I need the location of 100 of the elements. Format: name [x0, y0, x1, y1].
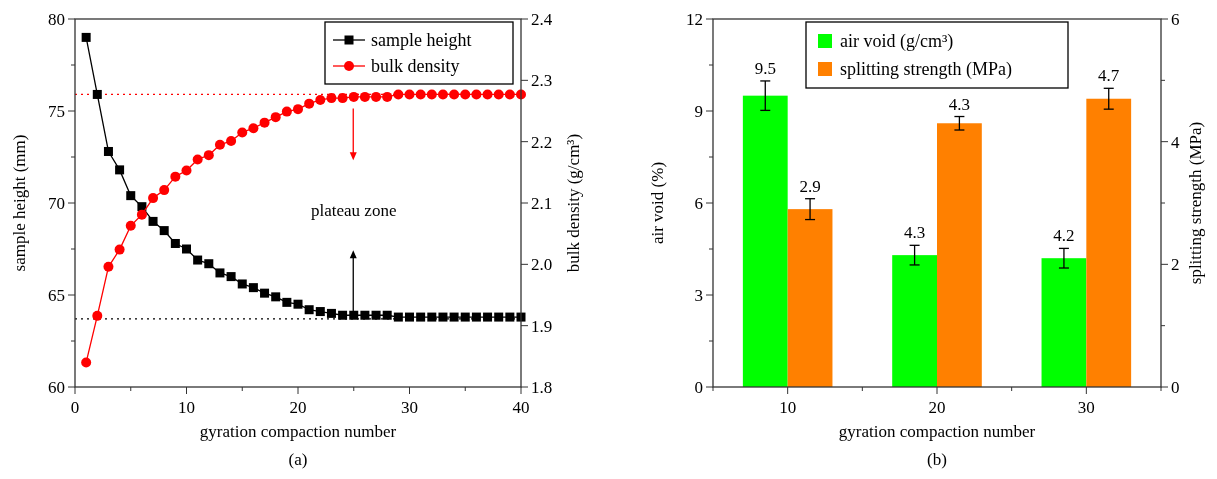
- text: (a): [288, 450, 308, 469]
- y-tick-label: 0: [694, 378, 703, 397]
- point: [337, 93, 348, 104]
- point: [148, 193, 159, 204]
- point: [126, 191, 136, 201]
- point: [114, 244, 125, 255]
- point: [115, 165, 125, 175]
- y-tick-label: 9: [694, 102, 703, 121]
- point: [136, 209, 147, 220]
- point: [293, 104, 303, 115]
- data-label: 2.9: [799, 176, 821, 196]
- point: [192, 154, 203, 165]
- point: [437, 89, 448, 100]
- point: [237, 127, 248, 138]
- point: [505, 312, 515, 322]
- point: [438, 312, 448, 322]
- point: [483, 312, 493, 322]
- point: [159, 226, 169, 236]
- point: [471, 312, 481, 322]
- point: [315, 94, 326, 105]
- point: [137, 202, 147, 212]
- data-label: 9.5: [754, 58, 776, 78]
- point: [148, 216, 158, 226]
- point: [226, 272, 236, 282]
- y-tick-label: 6: [694, 194, 703, 213]
- y-tick-label: 60: [48, 378, 65, 397]
- point: [371, 91, 382, 102]
- point: [349, 310, 359, 320]
- point: [460, 312, 470, 322]
- point: [293, 299, 303, 309]
- point: [482, 89, 493, 100]
- point: [359, 91, 370, 102]
- point: [248, 123, 259, 134]
- point: [81, 32, 91, 42]
- y2-tick-label: 0: [1171, 378, 1180, 397]
- point: [103, 261, 114, 272]
- point: [170, 171, 181, 182]
- point: [259, 117, 270, 128]
- data-label: 4.3: [903, 223, 926, 243]
- point: [271, 292, 281, 302]
- point: [427, 312, 437, 322]
- x-tick-label: 20: [289, 398, 307, 417]
- data-label: 4.2: [1053, 226, 1075, 246]
- point: [81, 357, 92, 368]
- point: [248, 283, 258, 293]
- point: [237, 279, 247, 289]
- point: [426, 89, 437, 100]
- legend-label: sample height: [371, 30, 472, 50]
- point: [494, 312, 504, 322]
- y-tick-label: 80: [48, 10, 65, 29]
- point: [260, 288, 270, 298]
- point: [215, 268, 225, 278]
- y2-tick-label: 4: [1171, 132, 1180, 152]
- data-label: 4.7: [1098, 66, 1120, 86]
- point: [382, 310, 392, 320]
- y-tick-label: 3: [694, 286, 703, 305]
- y-tick-label: 12: [686, 10, 703, 29]
- x-tick-label: 30: [401, 398, 418, 417]
- y2-tick-label: 2.4: [531, 10, 553, 29]
- y2-tick-label: 1.9: [531, 316, 553, 336]
- point: [371, 310, 381, 320]
- point: [304, 305, 314, 315]
- point: [382, 91, 393, 102]
- point: [460, 89, 471, 100]
- point: [405, 312, 414, 322]
- point: [315, 307, 325, 317]
- point: [326, 93, 337, 104]
- point: [449, 312, 459, 322]
- y-tick-label: 65: [48, 286, 65, 305]
- point: [404, 89, 415, 100]
- legend-label: air void (g/cm³): [840, 31, 954, 52]
- y-tick-label: 75: [48, 102, 65, 121]
- point: [226, 136, 237, 147]
- point: [360, 310, 370, 320]
- y-axis-title: air void (%): [648, 161, 667, 245]
- bar: [1086, 98, 1132, 387]
- y2-axis-title: bulk density (g/cm³): [564, 133, 583, 273]
- legend-label: bulk density: [371, 56, 460, 76]
- point: [415, 89, 426, 100]
- legend-label: splitting strength (MPa): [840, 59, 1012, 80]
- x-tick-label: 0: [70, 398, 80, 417]
- point: [282, 297, 292, 307]
- point: [326, 308, 336, 318]
- point: [348, 91, 359, 102]
- text: (b): [927, 450, 947, 469]
- point: [92, 310, 103, 321]
- y2-tick-label: 2.1: [531, 194, 553, 213]
- x-axis-title: gyration compaction number: [838, 422, 1036, 441]
- point: [449, 89, 460, 100]
- point: [203, 150, 214, 161]
- y-tick-label: 70: [48, 194, 65, 213]
- y2-tick-label: 2.3: [531, 71, 553, 91]
- point: [504, 89, 515, 100]
- point: [159, 185, 170, 196]
- point: [270, 112, 281, 123]
- point: [416, 312, 426, 322]
- x-tick-label: 30: [1077, 398, 1095, 417]
- point: [393, 312, 403, 322]
- point: [471, 89, 482, 100]
- point: [193, 255, 203, 265]
